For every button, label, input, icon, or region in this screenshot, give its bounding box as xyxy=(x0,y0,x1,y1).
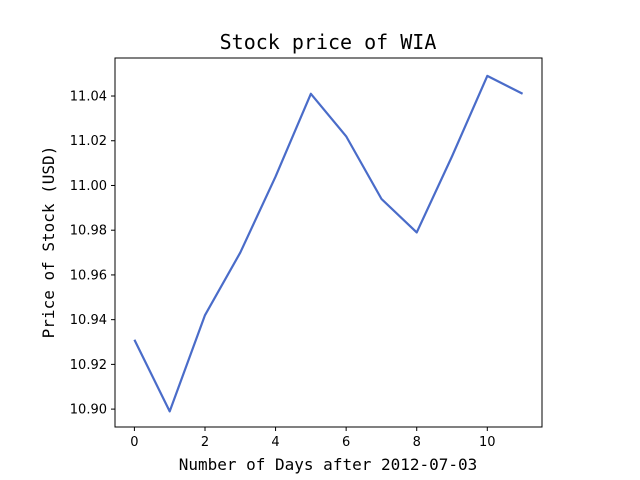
y-tick-label: 11.02 xyxy=(70,134,107,149)
y-tick-label: 11.04 xyxy=(70,90,107,105)
series-layer xyxy=(133,74,524,413)
y-tick-label: 10.96 xyxy=(70,268,107,283)
chart-title: Stock price of WIA xyxy=(220,30,437,54)
x-tick-label: 10 xyxy=(479,435,496,450)
plot-area xyxy=(114,57,543,428)
x-tick-label: 6 xyxy=(342,435,350,450)
x-tick-label: 8 xyxy=(413,435,421,450)
y-axis-label: Price of Stock (USD) xyxy=(39,146,58,339)
y-tick-label: 10.94 xyxy=(70,313,107,328)
y-tick-label: 10.98 xyxy=(70,224,107,239)
y-tick-label: 10.90 xyxy=(70,403,107,418)
y-tick-label: 10.92 xyxy=(70,358,107,373)
price-line xyxy=(133,74,524,413)
x-tick-label: 2 xyxy=(201,435,209,450)
y-tick-label: 11.00 xyxy=(70,179,107,194)
x-axis-label: Number of Days after 2012-07-03 xyxy=(179,455,478,474)
x-axis: 0 2 4 6 8 10 xyxy=(130,427,496,450)
x-tick-label: 0 xyxy=(130,435,138,450)
x-tick-label: 4 xyxy=(271,435,279,450)
y-axis: 10.90 10.92 10.94 10.96 10.98 11.00 11.02 11.04 xyxy=(70,90,115,418)
